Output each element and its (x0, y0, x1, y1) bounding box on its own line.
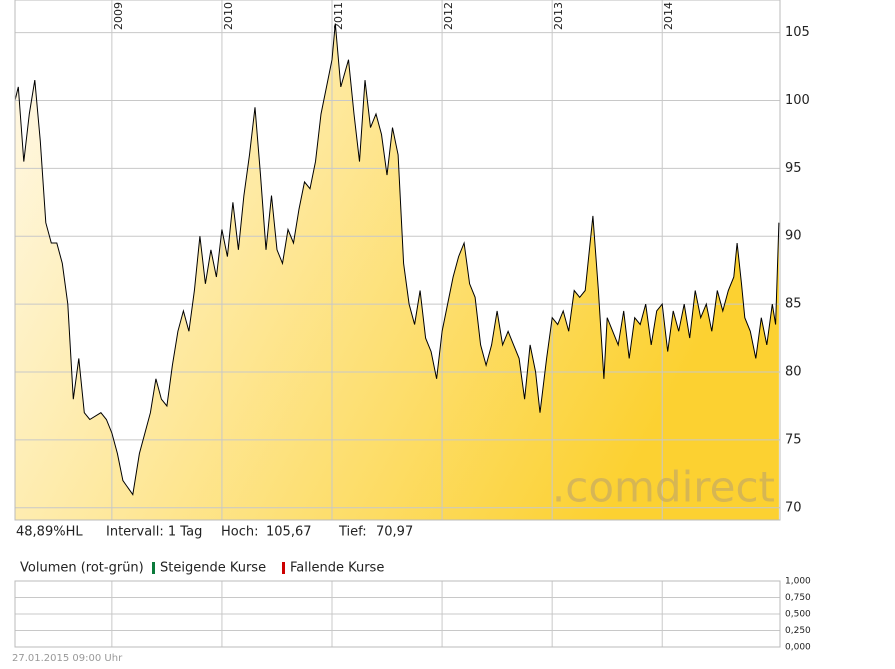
timestamp: 27.01.2015 09:00 Uhr (12, 653, 123, 664)
legend-swatch (152, 562, 155, 574)
info-high: 105,67 (266, 525, 312, 540)
y-tick-label: 105 (785, 25, 810, 40)
y-tick-label: 0,000 (785, 643, 811, 653)
price-line (14, 23, 780, 496)
x-tick-label: 2013 (552, 2, 565, 30)
y-tick-label: 75 (785, 432, 802, 447)
info-range: 48,89%HL (16, 525, 83, 540)
info-interval: Intervall: 1 Tag (106, 525, 202, 540)
volume-title: Volumen (rot-grün) (20, 561, 144, 576)
y-tick-label: 0,500 (785, 610, 811, 620)
area (15, 23, 779, 520)
watermark: .comdirect (552, 463, 775, 512)
info-low: 70,97 (376, 525, 413, 540)
y-tick-label: 95 (785, 161, 802, 176)
y-tick-label: 90 (785, 229, 802, 244)
y-tick-label: 80 (785, 365, 802, 380)
y-tick-label: 70 (785, 500, 802, 515)
info-low-label: Tief: (338, 525, 367, 540)
info-high-label: Hoch: (221, 525, 259, 540)
y-tick-label: 85 (785, 297, 802, 312)
legend-swatch (282, 562, 285, 574)
plot-frame (14, 580, 781, 648)
x-tick-label: 2011 (332, 2, 345, 30)
y-tick-label: 100 (785, 93, 810, 108)
x-tick-label: 2014 (662, 2, 675, 30)
x-tick-label: 2010 (222, 2, 235, 30)
legend-label: Fallende Kurse (290, 561, 384, 576)
x-tick-label: 2009 (112, 2, 125, 30)
legend-label: Steigende Kurse (160, 561, 266, 576)
y-tick-label: 1,000 (785, 577, 811, 587)
y-tick-label: 0,250 (785, 626, 811, 636)
y-tick-label: 0,750 (785, 593, 811, 603)
plot-frame (14, 0, 781, 521)
x-tick-label: 2012 (442, 2, 455, 30)
